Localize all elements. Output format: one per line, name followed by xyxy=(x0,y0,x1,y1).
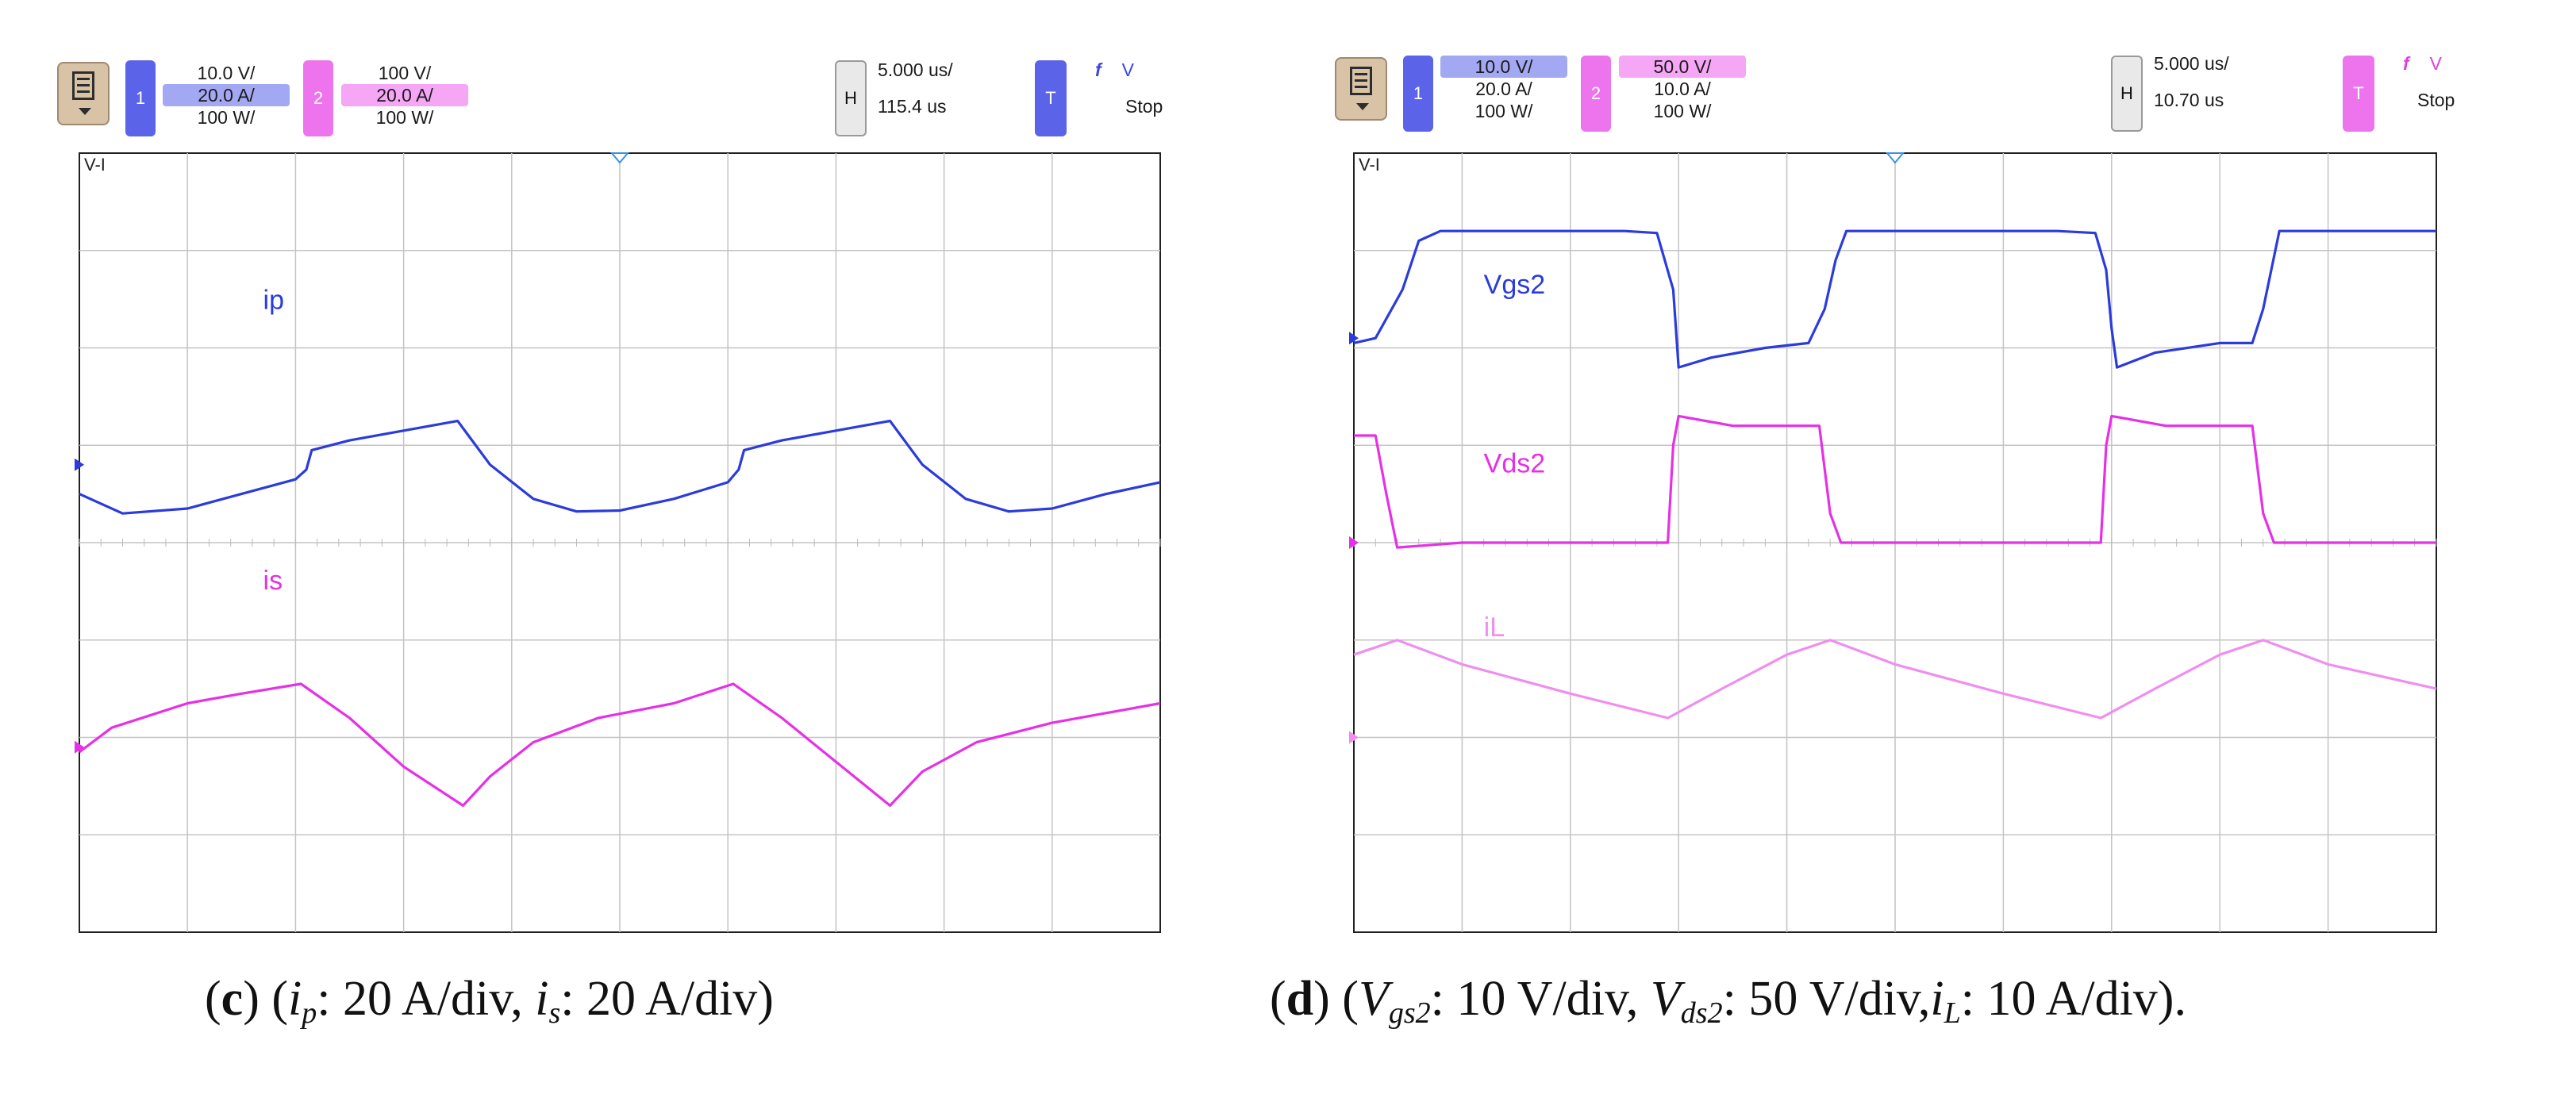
channel-1-badge[interactable]: 1 xyxy=(125,60,156,136)
channel-1-scales[interactable]: 10.0 V/ 20.0 A/ 100 W/ xyxy=(163,62,290,129)
mode-label: V-I xyxy=(84,155,106,175)
ch2-scale-1: 20.0 A/ xyxy=(341,84,468,106)
series-line-iL xyxy=(1353,639,2437,720)
horizontal-badge[interactable]: H xyxy=(835,60,867,136)
horizontal-values: 5.000 us/ 115.4 us xyxy=(878,59,953,117)
caption-subscript: ds2 xyxy=(1680,996,1723,1030)
channel-1-scales[interactable]: 10.0 V/ 20.0 A/ 100 W/ xyxy=(1440,56,1567,122)
ground-marker-Vgs2 xyxy=(1349,332,1359,345)
time-per-div: 5.000 us/ xyxy=(2154,53,2229,74)
caption-part: ) ( xyxy=(243,972,288,1026)
waveform-plot: V-I ip is xyxy=(75,152,1161,933)
trigger-source: V xyxy=(2429,53,2443,74)
waveform-plot: V-I Vgs2 Vds2 iL xyxy=(1349,152,2437,933)
caption-part: ) ( xyxy=(1313,972,1359,1026)
scope-panel-d: 1 10.0 V/ 20.0 A/ 100 W/ 2 50.0 V/ 10.0 … xyxy=(1270,0,2576,1098)
document-icon xyxy=(72,71,94,100)
caption-subscript: p xyxy=(302,996,317,1030)
ch1-scale-2: 100 W/ xyxy=(1474,101,1533,121)
channel-2-badge[interactable]: 2 xyxy=(1581,56,1611,132)
trigger-edge-icon: f xyxy=(2403,53,2409,74)
series-line-is xyxy=(79,682,1161,808)
caption-subscript: gs2 xyxy=(1388,996,1431,1030)
scope-toolbar: 1 10.0 V/ 20.0 A/ 100 W/ 2 100 V/ 20.0 A… xyxy=(0,0,1238,147)
caption-part: : 10 A/div). xyxy=(1960,972,2186,1026)
time-per-div: 5.000 us/ xyxy=(878,60,953,80)
menu-button[interactable] xyxy=(57,62,110,125)
ch2-scale-2: 100 W/ xyxy=(375,107,434,128)
ch2-scale-0: 50.0 V/ xyxy=(1619,56,1746,78)
trigger-position-marker xyxy=(1885,152,1905,164)
caption-subscript: s xyxy=(548,996,561,1030)
caption-letter: d xyxy=(1286,972,1314,1026)
series-label-Vgs2: Vgs2 xyxy=(1484,270,1546,300)
mode-label: V-I xyxy=(1359,155,1380,175)
ground-marker-ip xyxy=(75,458,84,471)
trigger-position-marker xyxy=(609,152,630,164)
caption-part: : 20 A/div, xyxy=(317,972,536,1026)
trigger-edge-icon: f xyxy=(1095,60,1102,80)
ch2-scale-1: 10.0 A/ xyxy=(1654,79,1711,99)
document-icon xyxy=(1350,67,1372,95)
caption-part: : 50 V/div, xyxy=(1722,972,1931,1026)
caption-part: ( xyxy=(1270,972,1286,1026)
ch1-scale-0: 10.0 V/ xyxy=(1440,56,1567,78)
caption-subscript: L xyxy=(1944,996,1961,1030)
figure-caption: (d) (Vgs2: 10 V/div, Vds2: 50 V/div,iL: … xyxy=(1270,971,2186,1031)
trigger-source: V xyxy=(1121,60,1135,80)
ch2-scale-0: 100 V/ xyxy=(378,63,432,83)
caret-down-icon xyxy=(79,108,91,115)
series-label-is: is xyxy=(263,566,283,596)
caption-part: ( xyxy=(205,972,221,1026)
caption-part: : 10 V/div, xyxy=(1430,972,1651,1026)
ch1-scale-1: 20.0 A/ xyxy=(1475,79,1532,99)
caption-symbol: V xyxy=(1358,972,1389,1026)
series-line-Vgs2 xyxy=(1353,229,2436,369)
horizontal-position: 10.70 us xyxy=(2154,90,2224,110)
caption-symbol: V xyxy=(1650,972,1681,1026)
run-status: Stop xyxy=(2417,90,2455,110)
channel-2-scales[interactable]: 50.0 V/ 10.0 A/ 100 W/ xyxy=(1619,56,1746,122)
series-label-Vds2: Vds2 xyxy=(1484,449,1546,479)
series-line-Vds2 xyxy=(1354,414,2436,549)
ground-marker-iL xyxy=(1349,731,1359,744)
scope-toolbar: 1 10.0 V/ 20.0 A/ 100 W/ 2 50.0 V/ 10.0 … xyxy=(1270,0,2576,147)
ch1-scale-0: 10.0 V/ xyxy=(197,63,256,83)
caption-letter: c xyxy=(221,972,244,1026)
ground-marker-Vds2 xyxy=(1349,536,1359,549)
trigger-badge[interactable]: T xyxy=(2343,56,2374,132)
channel-2-badge[interactable]: 2 xyxy=(303,60,333,136)
horizontal-position: 115.4 us xyxy=(878,96,947,117)
series-label-ip: ip xyxy=(263,285,284,315)
caption-part: : 20 A/div) xyxy=(560,972,774,1026)
series-line-ip xyxy=(79,420,1161,515)
ch1-scale-1: 20.0 A/ xyxy=(163,84,290,106)
horizontal-badge[interactable]: H xyxy=(2111,56,2143,132)
caption-symbol: i xyxy=(1930,972,1944,1026)
scope-panel-c: 1 10.0 V/ 20.0 A/ 100 W/ 2 100 V/ 20.0 A… xyxy=(0,0,1238,1098)
caption-symbol: i xyxy=(287,972,302,1026)
caption-symbol: i xyxy=(535,972,549,1026)
menu-button[interactable] xyxy=(1335,57,1387,121)
series-label-iL: iL xyxy=(1484,612,1505,643)
channel-1-badge[interactable]: 1 xyxy=(1403,56,1433,132)
caret-down-icon xyxy=(1356,103,1369,110)
ch2-scale-2: 100 W/ xyxy=(1653,101,1712,121)
channel-2-scales[interactable]: 100 V/ 20.0 A/ 100 W/ xyxy=(341,62,468,129)
horizontal-values: 5.000 us/ 10.70 us xyxy=(2154,52,2229,111)
trigger-badge[interactable]: T xyxy=(1035,60,1067,136)
ground-marker-is xyxy=(75,740,84,754)
run-status: Stop xyxy=(1125,96,1163,117)
figure-caption: (c) (ip: 20 A/div, is: 20 A/div) xyxy=(205,971,774,1031)
ch1-scale-2: 100 W/ xyxy=(197,107,256,128)
